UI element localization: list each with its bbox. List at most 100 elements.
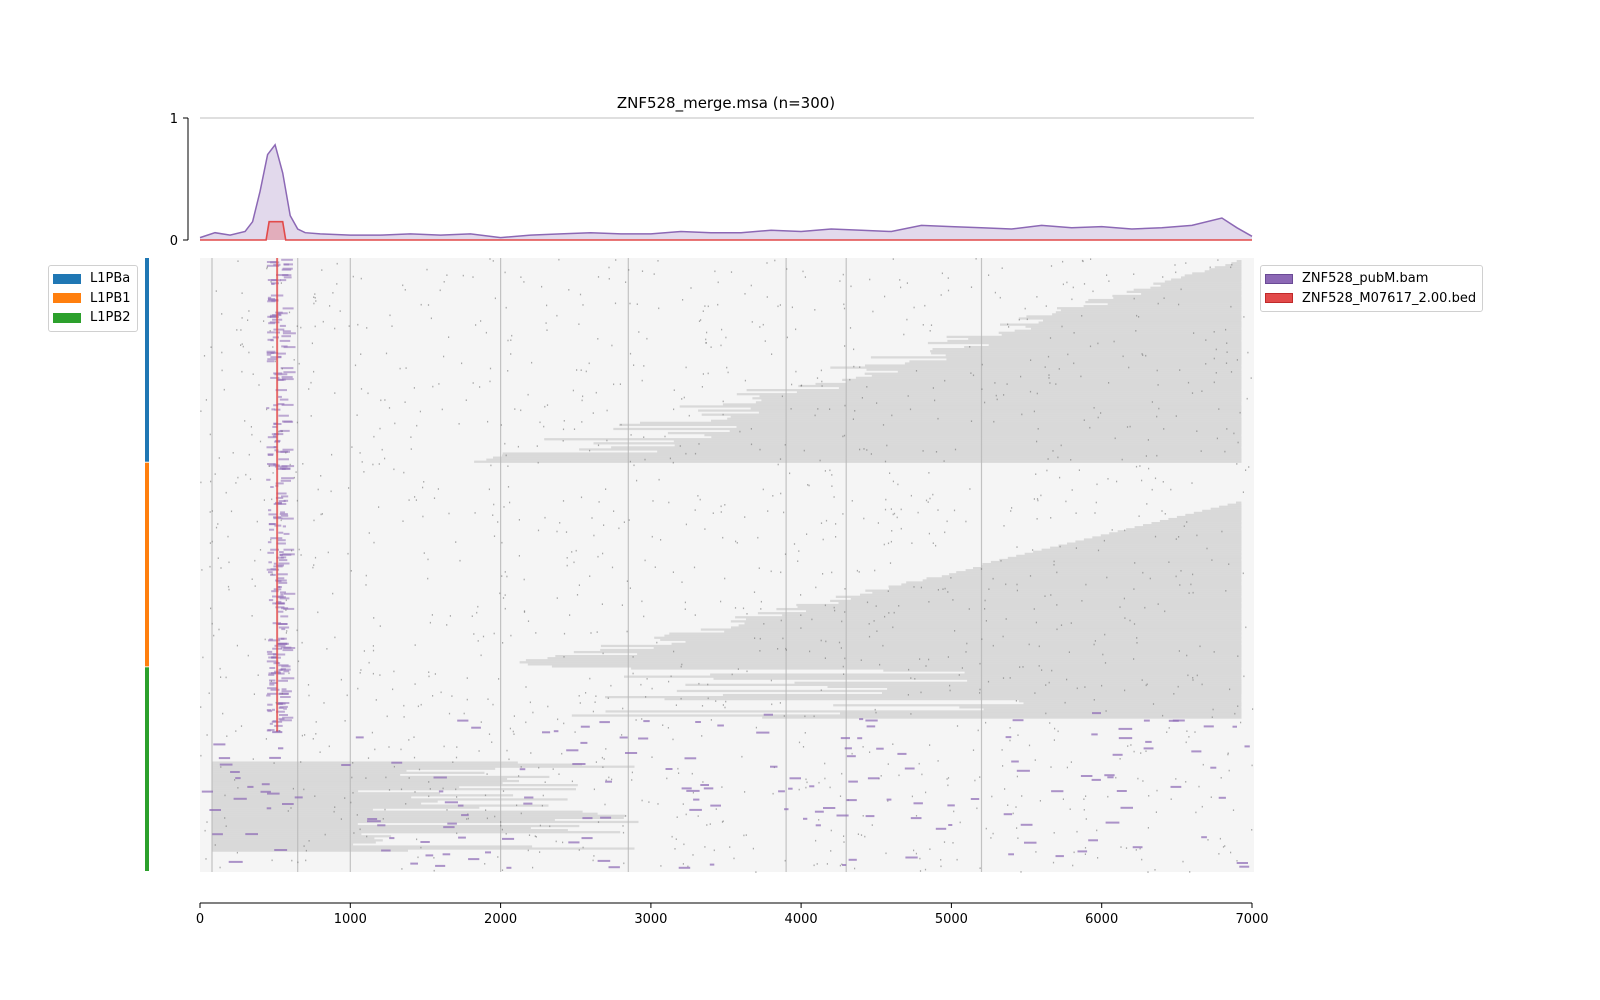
texture-dot <box>1207 839 1209 841</box>
texture-dot <box>1046 469 1048 472</box>
texture-dot <box>681 398 683 400</box>
texture-dot <box>1037 428 1039 430</box>
texture-dot <box>556 314 558 317</box>
texture-dot <box>608 278 610 280</box>
texture-dot <box>213 634 215 637</box>
gap-row <box>212 831 621 834</box>
texture-dot <box>1069 808 1071 810</box>
texture-dot <box>224 794 226 797</box>
peak-mark <box>1170 785 1182 788</box>
texture-dot <box>727 371 729 374</box>
texture-dot <box>804 715 806 718</box>
peak-mark <box>1172 719 1185 722</box>
texture-dot <box>1034 692 1036 694</box>
gap-row <box>1075 540 1242 543</box>
texture-dot <box>339 310 341 312</box>
texture-dot <box>1216 437 1218 440</box>
texture-dot <box>1015 806 1017 808</box>
texture-dot <box>707 305 709 308</box>
texture-dot <box>504 594 506 596</box>
gap-row <box>519 661 1242 664</box>
texture-dot <box>224 817 226 819</box>
gap-row <box>782 614 1242 617</box>
gap-row <box>212 812 598 815</box>
texture-dot <box>1016 827 1018 829</box>
texture-dot <box>1201 805 1203 808</box>
texture-dot <box>1060 624 1063 626</box>
gap-row <box>664 634 1242 637</box>
texture-dot <box>314 297 316 299</box>
texture-dot <box>433 869 435 872</box>
texture-dot <box>972 749 975 751</box>
texture-dot <box>1103 539 1105 542</box>
texture-dot <box>849 327 852 329</box>
peak-mark <box>684 757 697 760</box>
texture-dot <box>503 506 505 508</box>
texture-dot <box>1162 481 1164 483</box>
texture-dot <box>813 864 815 867</box>
texture-dot <box>1016 589 1018 592</box>
texture-dot <box>657 260 659 262</box>
texture-dot <box>484 794 487 797</box>
texture-dot <box>1062 798 1064 800</box>
texture-dot <box>208 692 210 694</box>
texture-dot <box>824 470 826 472</box>
texture-dot <box>488 488 490 491</box>
peak-mark <box>1232 725 1237 728</box>
gap-row <box>973 567 1242 570</box>
texture-dot <box>1037 499 1039 502</box>
peak-mark <box>267 541 272 544</box>
texture-dot <box>593 534 595 537</box>
texture-dot <box>876 630 878 632</box>
texture-dot <box>373 541 375 544</box>
gap-row <box>906 581 1242 584</box>
texture-dot <box>382 818 384 820</box>
gap-row <box>1227 503 1242 506</box>
texture-dot <box>704 528 706 530</box>
texture-dot <box>332 292 334 294</box>
texture-dot <box>389 314 391 317</box>
texture-dot <box>626 580 628 582</box>
texture-dot <box>1164 513 1166 515</box>
x-tick-label-6000: 6000 <box>1085 912 1118 927</box>
gap-row <box>212 804 549 807</box>
texture-dot <box>332 592 334 595</box>
texture-dot <box>814 309 816 311</box>
texture-dot <box>844 345 846 347</box>
texture-dot <box>759 637 761 640</box>
gap-row <box>1225 264 1242 267</box>
texture-dot <box>789 472 791 475</box>
gap-row <box>664 698 1242 701</box>
texture-dot <box>712 512 714 514</box>
texture-dot <box>300 554 302 556</box>
texture-dot <box>221 313 223 315</box>
texture-dot <box>675 704 677 706</box>
texture-dot <box>783 511 785 514</box>
texture-dot <box>1147 827 1149 829</box>
texture-dot <box>235 730 237 732</box>
gap-row <box>212 835 392 838</box>
peak-mark <box>213 743 226 746</box>
gap-row <box>982 562 1242 566</box>
texture-dot <box>479 386 481 388</box>
texture-dot <box>1175 538 1177 540</box>
texture-dot <box>781 395 783 398</box>
texture-dot <box>1205 363 1207 365</box>
texture-dot <box>502 790 505 792</box>
peak-mark <box>1191 750 1202 753</box>
texture-dot <box>206 821 208 823</box>
texture-dot <box>722 820 724 822</box>
gap-row <box>850 597 1242 600</box>
gap-row <box>1085 300 1242 304</box>
peak-mark <box>809 785 815 788</box>
texture-dot <box>467 817 469 820</box>
profile-line-0 <box>199 143 1253 239</box>
texture-dot <box>641 799 643 802</box>
texture-dot <box>215 290 217 292</box>
profile-ytick-label-0: 0 <box>170 234 178 249</box>
peak-mark <box>266 360 275 363</box>
texture-dot <box>291 549 293 552</box>
texture-dot <box>985 620 987 622</box>
peak-mark <box>270 314 277 317</box>
texture-dot <box>1141 858 1143 861</box>
